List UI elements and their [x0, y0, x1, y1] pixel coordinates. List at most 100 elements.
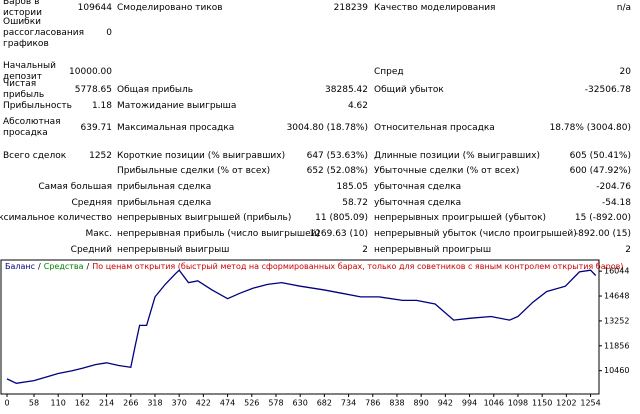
report-label: прибыльная сделка	[117, 182, 212, 192]
report-label: Прибыльные сделки (% от всех)	[117, 166, 271, 176]
y-tick-label: 11856	[604, 341, 629, 350]
chart: Баланс / Средства / По ценам открытия (быстр…	[0, 259, 629, 408]
report-value: Самая большая	[38, 182, 112, 192]
report-label: Общий убыток	[374, 85, 444, 95]
report-value: 605 (50.41%)	[569, 151, 631, 161]
x-tick-label: 838	[389, 399, 404, 408]
report-label: убыточная сделка	[374, 182, 462, 192]
report-value: 10000.00	[69, 67, 112, 77]
legend-entry: Средства	[44, 262, 84, 271]
x-tick-label: 370	[172, 399, 187, 408]
report-label: Короткие позиции (% выигравших)	[117, 151, 286, 161]
report-value: 18.78% (3004.80)	[549, 123, 631, 133]
report-value: 4.62	[347, 101, 368, 111]
plot-frame	[0, 259, 600, 395]
x-tick-label: 994	[462, 399, 477, 408]
report-label: Качество моделирования	[374, 3, 496, 13]
legend-entry: Баланс	[5, 262, 35, 271]
legend-separator: /	[87, 262, 90, 271]
x-tick-label: 578	[268, 399, 283, 408]
report-label: Убыточные сделки (% от всех)	[374, 166, 520, 176]
report-label: убыточная сделка	[374, 198, 462, 208]
report-value: 11 (805.09)	[315, 213, 368, 223]
x-tick-label: 318	[147, 399, 162, 408]
report-label: непрерывный выигрыш	[117, 245, 230, 255]
report-value: 652 (52.08%)	[306, 166, 368, 176]
report-value: 639.71	[80, 123, 113, 133]
report-label: Максимальная просадка	[117, 123, 235, 133]
x-tick-label: 682	[317, 399, 332, 408]
report-label: непрерывный проигрыш	[374, 245, 492, 255]
y-tick-label: 10460	[604, 366, 629, 375]
y-tick-label: 13252	[604, 316, 629, 325]
y-tick-label: 16044	[604, 267, 629, 276]
x-tick-label: 1254	[580, 399, 600, 408]
report-value: -204.76	[596, 182, 631, 192]
report-label: Начальный депозит	[3, 61, 57, 82]
report-value: 2	[625, 245, 631, 255]
report-label: Ошибки рассогласования графиков	[3, 16, 85, 49]
x-tick-label: 1046	[484, 399, 504, 408]
report-value: 1252	[89, 151, 112, 161]
x-tick-label: 0	[4, 399, 9, 408]
report-value: 1269.63 (10)	[309, 229, 368, 239]
x-tick-label: 214	[99, 399, 114, 408]
x-tick-label: 890	[414, 399, 429, 408]
x-tick-label: 266	[123, 399, 138, 408]
report-value: 15 (-892.00)	[574, 213, 631, 223]
report-value: Макс.	[85, 229, 112, 239]
x-tick-label: 422	[196, 399, 211, 408]
report-table: Баров в истории 109644 Смоделировано тиков…	[0, 0, 631, 255]
report-value: Средний	[70, 245, 112, 255]
report-value: 5778.65	[74, 85, 112, 95]
report-label: Абсолютная просадка	[3, 117, 61, 138]
report-value: 218239	[333, 3, 368, 13]
x-tick-label: 942	[438, 399, 453, 408]
report-label: Всего сделок	[3, 150, 67, 161]
report-value: Средняя	[71, 198, 112, 208]
report-label: Общая прибыль	[117, 85, 194, 95]
x-tick-label: 1150	[532, 399, 552, 408]
x-tick-label: 110	[51, 399, 66, 408]
report-label: непрерывный убыток (число проигрышей)	[374, 229, 577, 239]
report-value: -32506.78	[584, 85, 631, 95]
report-value: n/a	[616, 3, 631, 13]
legend-separator: /	[38, 262, 41, 271]
report-label: Баров в истории	[3, 0, 42, 18]
y-tick-label: 14648	[604, 292, 629, 301]
report-value: 0	[106, 28, 112, 38]
legend-note: По ценам открытия (быстрый метод на сфор…	[92, 262, 623, 271]
legend: Баланс / Средства / По ценам открытия (быстр…	[5, 262, 623, 271]
x-tick-label: 630	[293, 399, 308, 408]
x-tick-label: 1202	[556, 399, 576, 408]
report-label: Чистая прибыль	[3, 79, 45, 100]
report-label: Спред	[374, 67, 404, 77]
report-value: -892.00 (15)	[574, 229, 631, 239]
x-tick-label: 526	[244, 399, 259, 408]
report-label: Прибыльность	[3, 100, 72, 111]
report-value: 647 (53.63%)	[306, 151, 368, 161]
report-value: Максимальное количество	[0, 213, 112, 223]
report-label: непрерывных проигрышей (убыток)	[374, 213, 547, 223]
report-label: прибыльная сделка	[117, 198, 212, 208]
x-tick-label: 786	[365, 399, 380, 408]
report-value: 185.05	[336, 182, 369, 192]
balance-line	[6, 269, 597, 384]
report-value: 58.72	[342, 198, 368, 208]
x-tick-label: 734	[341, 399, 356, 408]
report-label: Относительная просадка	[374, 123, 495, 133]
report-value: 2	[362, 245, 368, 255]
report-label: непрерывных выигрышей (прибыль)	[117, 213, 292, 223]
x-tick-label: 162	[75, 399, 90, 408]
report-value: 1.18	[91, 101, 112, 111]
x-tick-label: 58	[29, 399, 39, 408]
report-label: Матожидание выигрыша	[117, 101, 237, 111]
report-label: непрерывная прибыль (число выигрышей)	[117, 229, 321, 239]
x-tick-label: 1098	[508, 399, 528, 408]
report-value: -54.18	[601, 198, 631, 208]
report-value: 38285.42	[325, 85, 368, 95]
report-label: Длинные позиции (% выигравших)	[374, 151, 540, 161]
report-value: 600 (47.92%)	[569, 166, 631, 176]
report-value: 20	[619, 67, 631, 77]
